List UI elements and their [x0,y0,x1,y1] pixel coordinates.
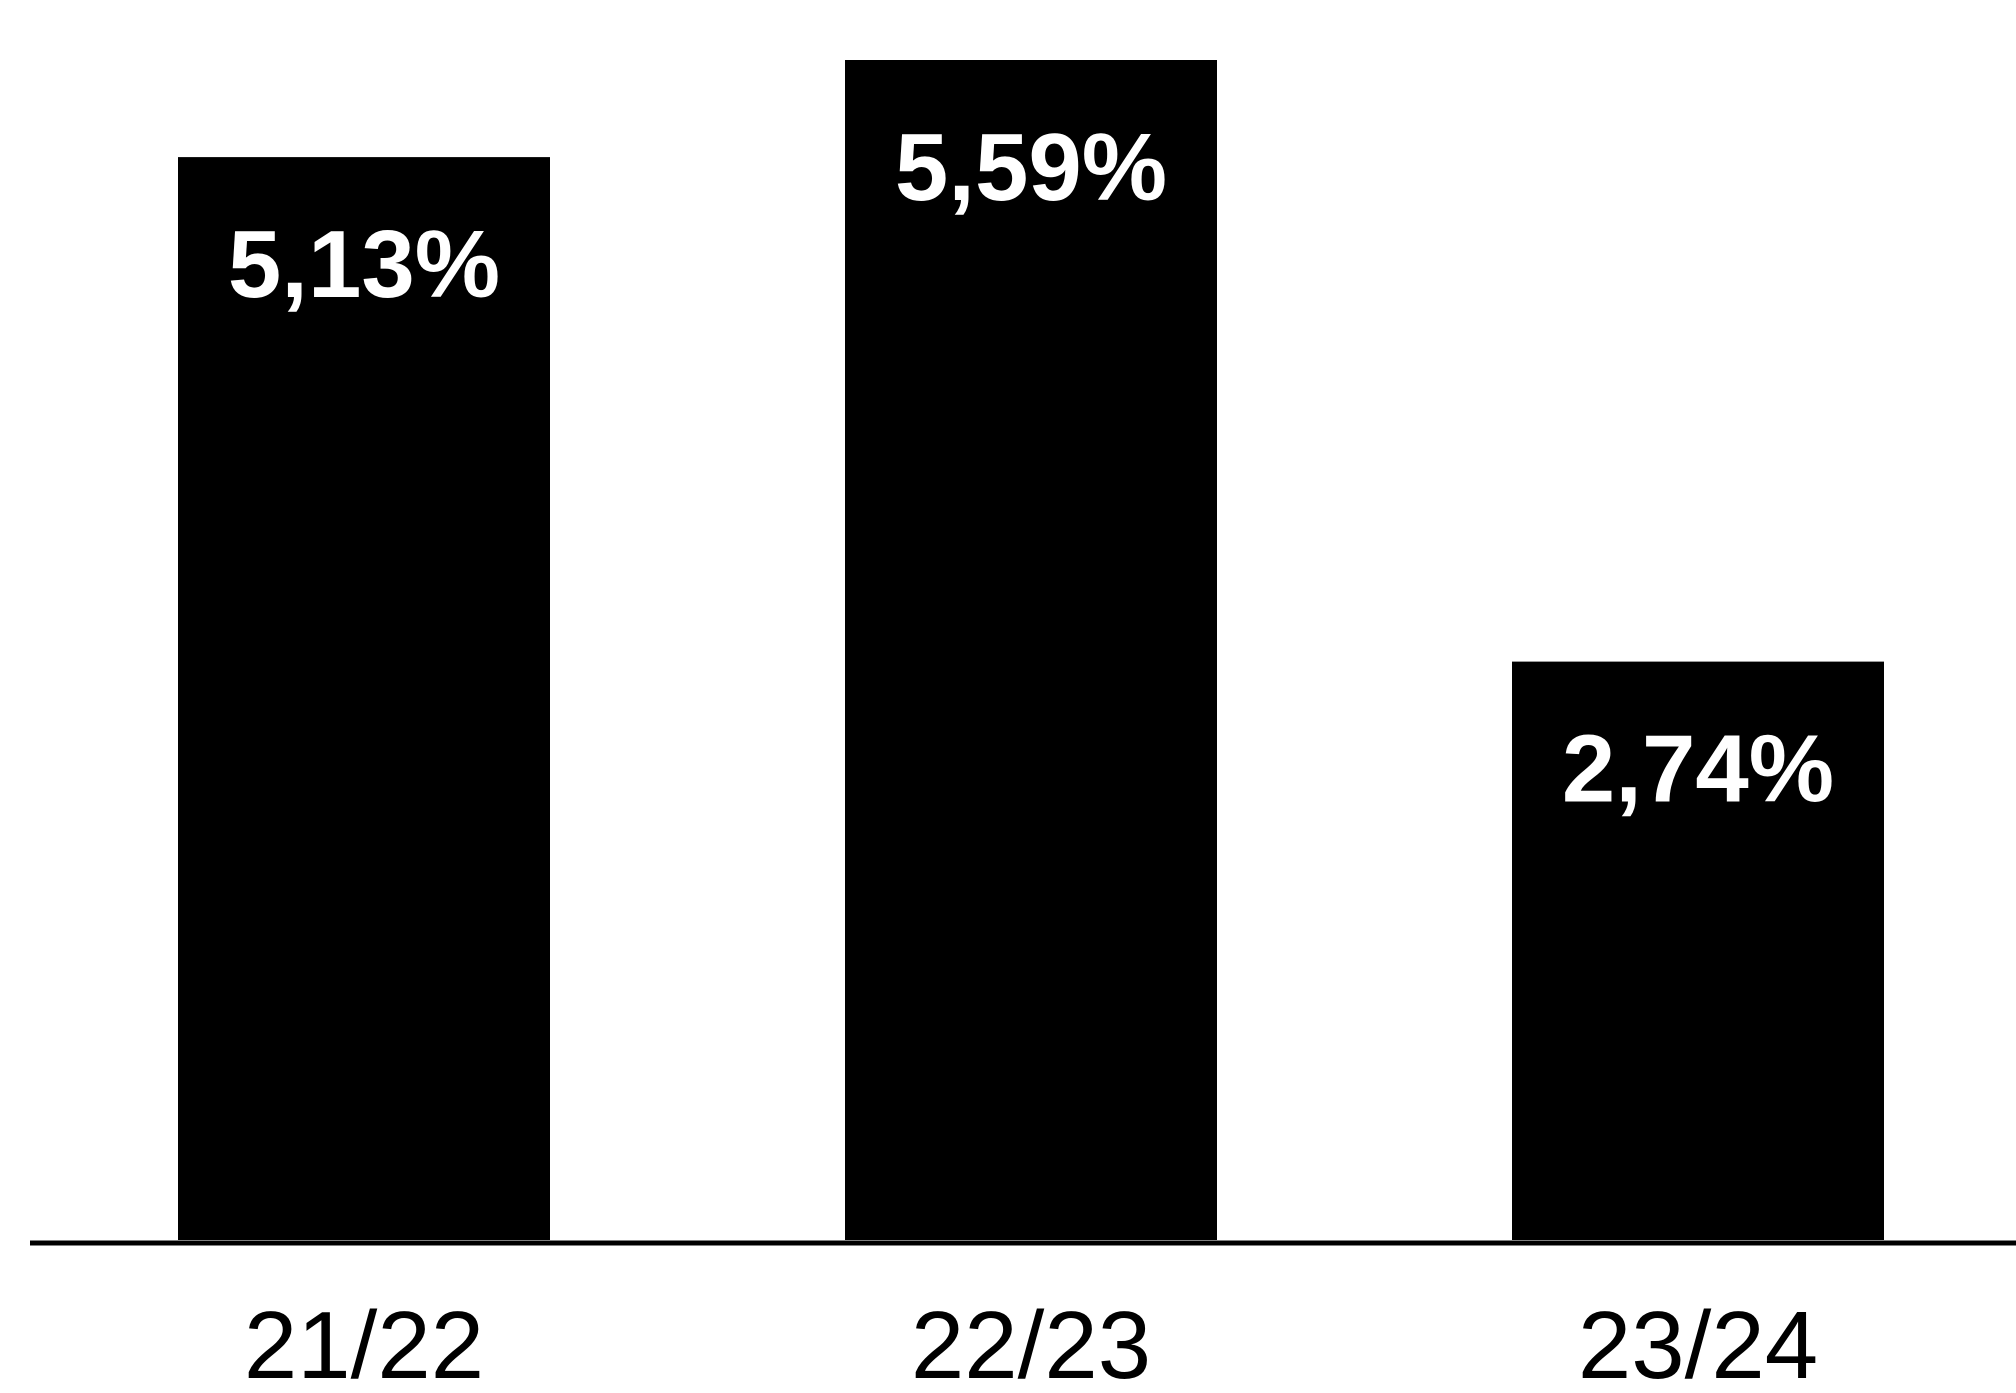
x-tick-label-2: 22/23 [911,1292,1151,1393]
bar-value-label-1: 5,13% [228,211,500,318]
bar-value-label-3: 2,74% [1562,716,1834,823]
bar-value-label-2: 5,59% [895,114,1167,221]
x-tick-label-3: 23/24 [1578,1292,1818,1393]
bars-group: 5,13% 5,59% 2,74% [178,60,1884,1240]
bar-2 [845,60,1217,1240]
x-tick-label-1: 21/22 [244,1292,484,1393]
x-tick-labels: 21/22 22/23 23/24 [244,1292,1818,1393]
bar-1 [178,157,550,1240]
